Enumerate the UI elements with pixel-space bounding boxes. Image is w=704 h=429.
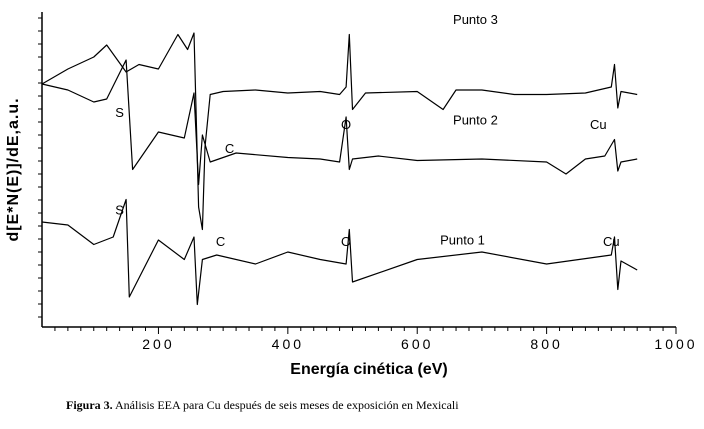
annotation-label: Punto 3 (453, 12, 498, 27)
x-axis-label: Energía cinética (eV) (290, 361, 447, 378)
annotation-label: Cu (603, 234, 620, 249)
series-line-punto-3 (41, 32, 638, 231)
annotation-label: S (115, 203, 124, 218)
annotation-label: C (216, 234, 225, 249)
plot-frame (38, 12, 676, 328)
annotation-label: S (115, 105, 124, 120)
annotation-label: Punto 1 (440, 233, 485, 248)
x-tick-label: 400 (272, 336, 304, 352)
x-tick-label: 600 (401, 336, 433, 352)
annotation-label: Punto 2 (453, 113, 498, 128)
annotation-layer: Punto 3 S O Cu C Punto 2 S C O Punto 1 Cu (115, 12, 619, 249)
series-line-punto-1 (41, 198, 638, 306)
series-layer (41, 32, 638, 306)
y-axis-label: d[E*N(E)]/dE,a.u. (5, 97, 22, 241)
figure-caption-text: Análisis EEA para Cu después de seis mes… (115, 398, 459, 412)
x-tick-label: 1000 (654, 336, 697, 352)
annotation-label: Cu (590, 117, 607, 132)
annotation-label: O (341, 117, 351, 132)
annotation-label: O (341, 234, 351, 249)
tick-layer: 200 400 600 800 1000 (54, 327, 697, 352)
figure-caption-label: Figura 3. (66, 398, 113, 412)
series-line-punto-2 (41, 59, 638, 186)
annotation-label: C (225, 141, 234, 156)
figure-caption: Figura 3. Análisis EEA para Cu después d… (0, 398, 704, 413)
x-tick-label: 200 (142, 336, 174, 352)
x-tick-label: 800 (530, 336, 562, 352)
